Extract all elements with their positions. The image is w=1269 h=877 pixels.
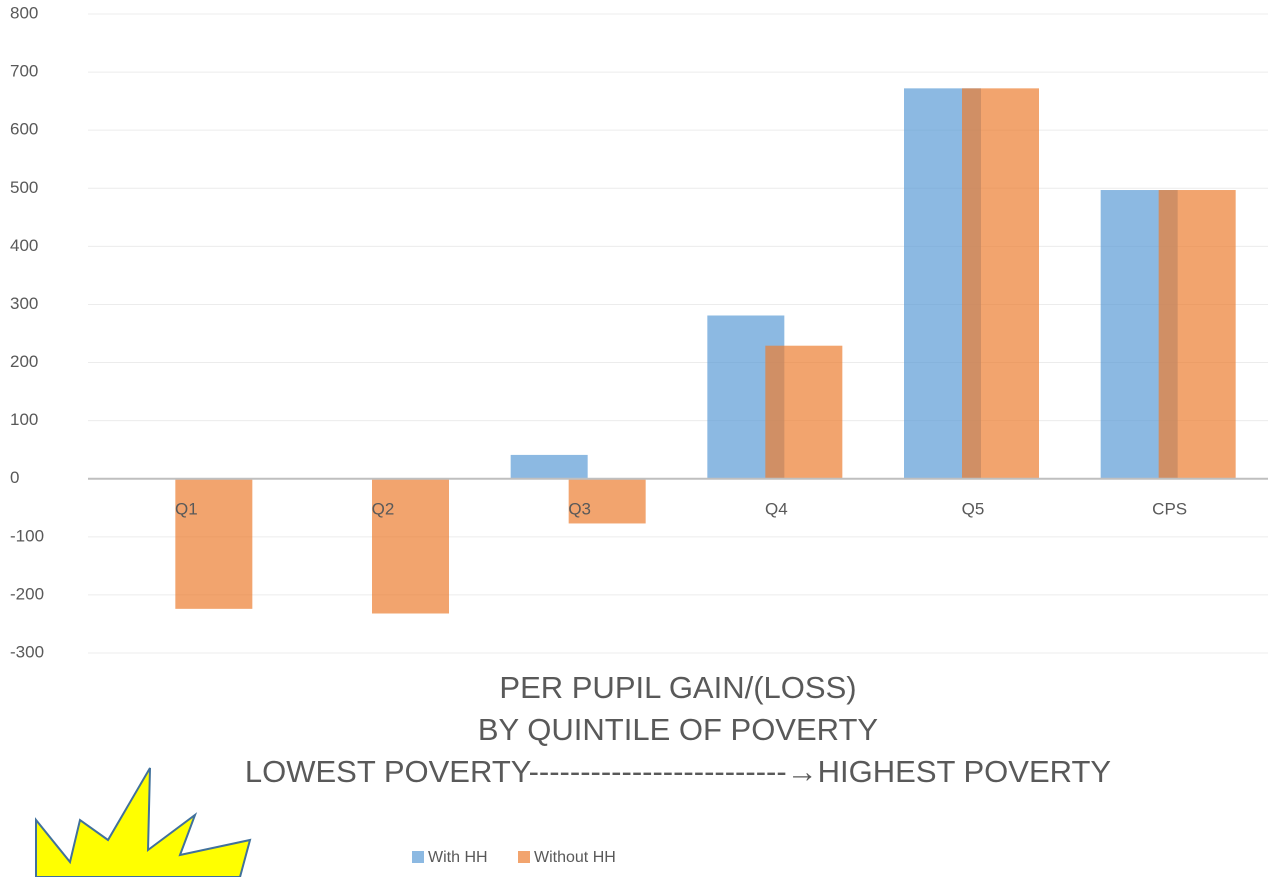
bar <box>568 478 646 524</box>
x-tick-label: Q2 <box>372 499 395 518</box>
y-tick-label: 0 <box>10 468 19 487</box>
y-tick-label: 400 <box>10 236 38 255</box>
starburst <box>35 767 252 877</box>
bar <box>510 454 588 479</box>
x-tick-label: CPS <box>1152 499 1187 518</box>
bar <box>1158 190 1236 479</box>
legend-label: With HH <box>428 849 488 866</box>
x-tick-label: Q1 <box>175 499 198 518</box>
y-tick-label: -300 <box>10 642 44 661</box>
bar <box>175 478 253 609</box>
x-tick-label: Q5 <box>962 499 985 518</box>
y-tick-label: 200 <box>10 352 38 371</box>
x-tick-label: Q4 <box>765 499 788 518</box>
y-tick-label: 700 <box>10 62 38 81</box>
chart-title: BY QUINTILE OF POVERTY <box>478 712 878 747</box>
legend-swatch <box>412 851 424 863</box>
y-tick-label: 300 <box>10 294 38 313</box>
bar <box>765 345 843 479</box>
y-tick-label: 100 <box>10 410 38 429</box>
x-tick-label: Q3 <box>568 499 591 518</box>
chart-title: PER PUPIL GAIN/(LOSS) <box>499 670 856 705</box>
y-tick-label: 800 <box>10 3 38 22</box>
y-tick-label: -100 <box>10 526 44 545</box>
bar <box>372 478 449 614</box>
y-tick-label: -200 <box>10 584 44 603</box>
chart-title: LOWEST POVERTY-------------------------→… <box>245 754 1111 789</box>
bar <box>962 88 1039 479</box>
legend-label: Without HH <box>534 849 616 866</box>
legend-swatch <box>518 851 530 863</box>
y-tick-label: 500 <box>10 178 38 197</box>
y-tick-label: 600 <box>10 120 38 139</box>
